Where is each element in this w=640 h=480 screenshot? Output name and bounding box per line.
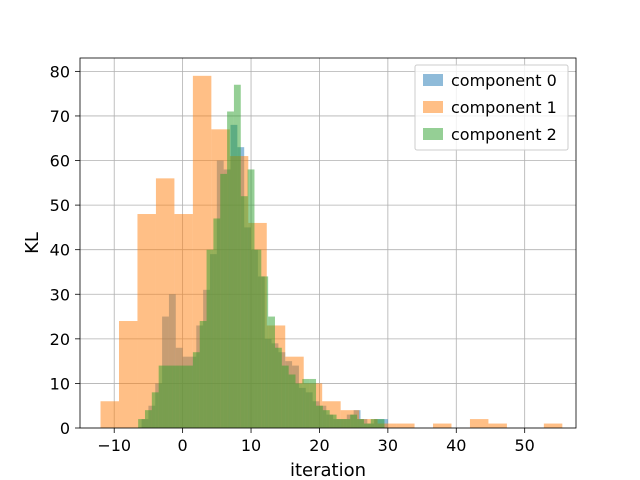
histogram-bar	[100, 401, 119, 428]
histogram-bar	[396, 423, 415, 428]
histogram-bar	[377, 423, 397, 428]
axes	[75, 57, 577, 433]
histogram-bar	[138, 419, 145, 428]
plot-frame	[79, 57, 577, 429]
histogram-bar	[357, 419, 364, 428]
histogram-bar	[227, 111, 234, 429]
legend-label: component 0	[451, 71, 557, 90]
legend: component 0 component 1 component 2	[414, 64, 569, 151]
y-tick-label: 30	[50, 285, 70, 304]
histogram-bar	[144, 410, 152, 428]
y-tick-label: 20	[50, 330, 70, 349]
y-tick-label: 0	[60, 419, 70, 438]
histogram-bar	[137, 214, 156, 428]
histogram-bar	[316, 405, 323, 428]
x-tick-label: 0	[178, 436, 188, 455]
histogram-bar	[172, 365, 180, 428]
legend-swatch	[423, 74, 443, 86]
histogram-bar	[186, 365, 193, 428]
y-tick-label: 70	[50, 107, 70, 126]
legend-swatch	[423, 101, 443, 113]
y-tick-label: 60	[50, 152, 70, 171]
series-2-bars	[138, 84, 385, 429]
x-tick-label: 10	[241, 436, 261, 455]
histogram-bar	[295, 383, 303, 428]
histogram-bar	[179, 365, 187, 428]
histogram-bar	[220, 173, 228, 428]
histogram-bar	[268, 316, 275, 428]
legend-swatch	[423, 128, 443, 140]
histogram-bar	[322, 410, 330, 428]
histogram-bar	[233, 84, 241, 429]
histogram-bar	[274, 347, 282, 428]
histogram-bar	[213, 218, 221, 428]
legend-box	[414, 64, 569, 151]
y-axis-label: KL	[22, 232, 43, 254]
x-tick-label: 20	[309, 436, 329, 455]
histogram-bar	[377, 419, 385, 428]
histogram-bar	[370, 419, 378, 428]
legend-label: component 1	[451, 98, 557, 117]
y-tick-label: 40	[50, 241, 70, 260]
histogram-bar	[350, 414, 358, 428]
histogram-bar	[543, 423, 563, 428]
histogram-bar	[363, 423, 371, 428]
histogram-bar	[343, 419, 351, 428]
y-tick-label: 50	[50, 196, 70, 215]
histogram-bar	[488, 423, 507, 428]
histogram-bars	[100, 75, 563, 429]
histogram-bar	[240, 196, 248, 428]
tick-labels: −10 0 10 20 30 40 50 0 10 20 30 40 50 60 70 80	[50, 62, 535, 455]
histogram-bar	[469, 419, 489, 428]
histogram-bar	[254, 249, 262, 428]
histogram-bar	[288, 374, 296, 428]
y-tick-label: 80	[50, 62, 70, 81]
histogram-bar	[329, 414, 337, 428]
x-tick-label: 40	[446, 436, 466, 455]
histogram-bar	[118, 321, 138, 428]
y-tick-label: 10	[50, 374, 70, 393]
histogram-bar	[302, 378, 310, 428]
histogram-bar	[151, 392, 159, 428]
histogram-bar	[247, 169, 255, 428]
histogram-bar	[158, 365, 166, 428]
histogram-bar	[433, 423, 452, 428]
histogram-bar	[309, 378, 317, 428]
histogram-bar	[165, 365, 173, 428]
x-axis-label: iteration	[290, 460, 366, 480]
histogram-bar	[281, 365, 289, 428]
histogram-bar	[261, 276, 269, 428]
x-tick-label: −10	[97, 436, 131, 455]
legend-label: component 2	[451, 125, 557, 144]
histogram-bar	[192, 352, 200, 428]
histogram-bar	[206, 249, 214, 428]
histogram-bar	[336, 419, 344, 428]
x-tick-label: 30	[378, 436, 398, 455]
x-tick-label: 50	[515, 436, 535, 455]
histogram-bar	[199, 321, 207, 428]
